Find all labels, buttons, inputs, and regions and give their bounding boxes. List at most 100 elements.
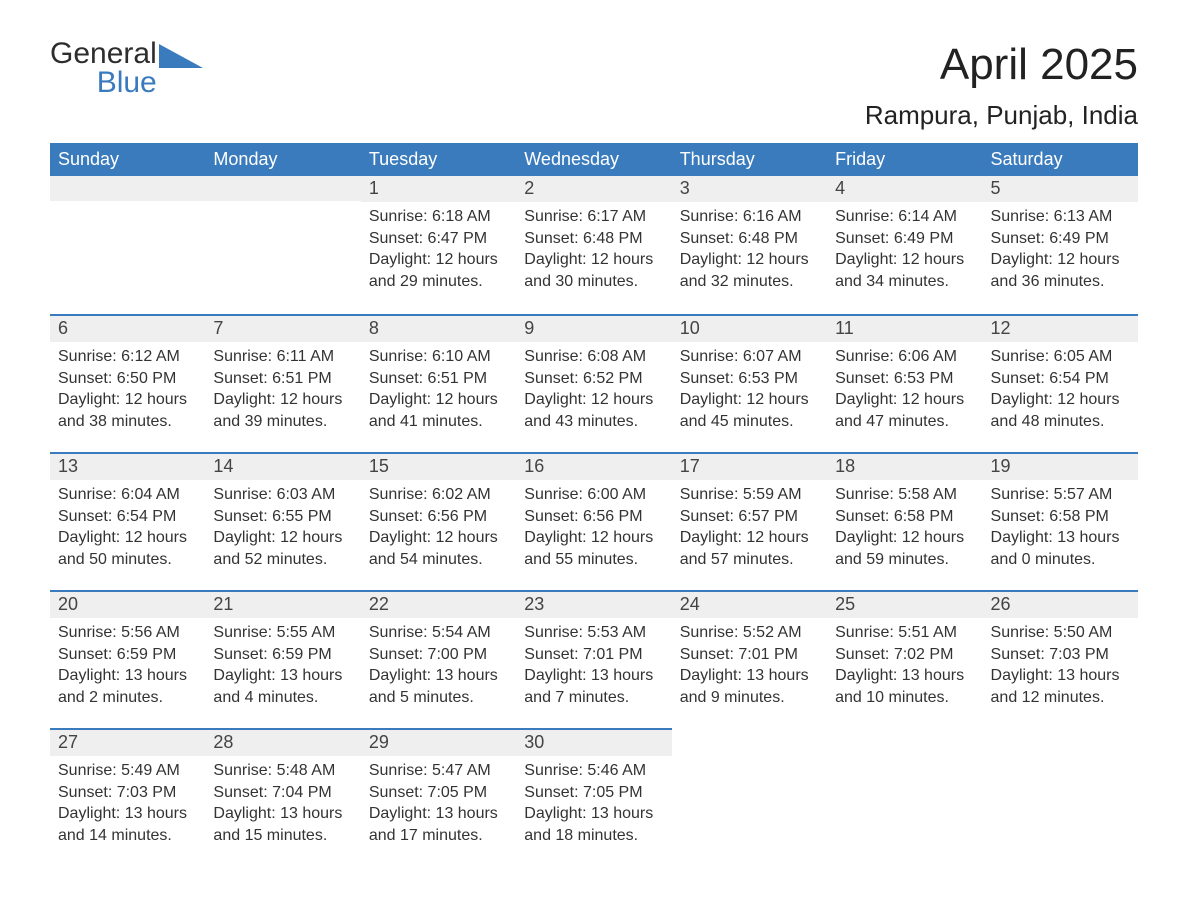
day-day1: Daylight: 13 hours (213, 665, 352, 687)
day-sunset: Sunset: 6:57 PM (680, 506, 819, 528)
calendar-cell: 8Sunrise: 6:10 AMSunset: 6:51 PMDaylight… (361, 314, 516, 452)
day-day2: and 4 minutes. (213, 687, 352, 709)
day-sunrise: Sunrise: 5:51 AM (835, 622, 974, 644)
day-number: 10 (672, 314, 827, 342)
day-number: 22 (361, 590, 516, 618)
day-day1: Daylight: 12 hours (524, 389, 663, 411)
day-sunset: Sunset: 6:50 PM (58, 368, 197, 390)
day-day2: and 17 minutes. (369, 825, 508, 847)
calendar-cell: 13Sunrise: 6:04 AMSunset: 6:54 PMDayligh… (50, 452, 205, 590)
day-body: Sunrise: 5:51 AMSunset: 7:02 PMDaylight:… (827, 618, 982, 714)
day-number: 29 (361, 728, 516, 756)
day-sunrise: Sunrise: 6:10 AM (369, 346, 508, 368)
logo-flag-icon (159, 44, 203, 74)
day-sunrise: Sunrise: 5:59 AM (680, 484, 819, 506)
day-number: 17 (672, 452, 827, 480)
day-sunrise: Sunrise: 5:48 AM (213, 760, 352, 782)
day-sunrise: Sunrise: 5:57 AM (991, 484, 1130, 506)
day-day2: and 50 minutes. (58, 549, 197, 571)
day-day1: Daylight: 12 hours (524, 527, 663, 549)
calendar-cell: 19Sunrise: 5:57 AMSunset: 6:58 PMDayligh… (983, 452, 1138, 590)
col-wednesday: Wednesday (516, 143, 671, 176)
calendar-cell: 30Sunrise: 5:46 AMSunset: 7:05 PMDayligh… (516, 728, 671, 866)
day-number: 9 (516, 314, 671, 342)
day-number: 23 (516, 590, 671, 618)
day-body: Sunrise: 6:07 AMSunset: 6:53 PMDaylight:… (672, 342, 827, 438)
day-day1: Daylight: 13 hours (58, 803, 197, 825)
day-body: Sunrise: 5:58 AMSunset: 6:58 PMDaylight:… (827, 480, 982, 576)
day-number (983, 728, 1138, 753)
calendar-cell: 29Sunrise: 5:47 AMSunset: 7:05 PMDayligh… (361, 728, 516, 866)
day-number (205, 176, 360, 201)
day-number: 16 (516, 452, 671, 480)
col-friday: Friday (827, 143, 982, 176)
day-day1: Daylight: 13 hours (524, 665, 663, 687)
col-thursday: Thursday (672, 143, 827, 176)
calendar-cell: 16Sunrise: 6:00 AMSunset: 6:56 PMDayligh… (516, 452, 671, 590)
day-sunrise: Sunrise: 6:17 AM (524, 206, 663, 228)
day-sunrise: Sunrise: 6:18 AM (369, 206, 508, 228)
day-body: Sunrise: 5:53 AMSunset: 7:01 PMDaylight:… (516, 618, 671, 714)
day-body: Sunrise: 5:50 AMSunset: 7:03 PMDaylight:… (983, 618, 1138, 714)
day-number: 6 (50, 314, 205, 342)
day-number: 27 (50, 728, 205, 756)
day-body: Sunrise: 6:14 AMSunset: 6:49 PMDaylight:… (827, 202, 982, 298)
day-number: 5 (983, 176, 1138, 202)
day-sunset: Sunset: 6:56 PM (369, 506, 508, 528)
day-day1: Daylight: 12 hours (835, 527, 974, 549)
day-sunset: Sunset: 6:56 PM (524, 506, 663, 528)
day-day2: and 52 minutes. (213, 549, 352, 571)
day-day2: and 38 minutes. (58, 411, 197, 433)
page: General Blue April 2025 Rampura, Punjab,… (0, 0, 1188, 896)
day-number: 21 (205, 590, 360, 618)
day-number: 14 (205, 452, 360, 480)
calendar-cell: 1Sunrise: 6:18 AMSunset: 6:47 PMDaylight… (361, 176, 516, 314)
day-sunrise: Sunrise: 5:49 AM (58, 760, 197, 782)
day-sunrise: Sunrise: 5:56 AM (58, 622, 197, 644)
day-day1: Daylight: 12 hours (835, 249, 974, 271)
day-day1: Daylight: 12 hours (991, 249, 1130, 271)
day-sunrise: Sunrise: 5:54 AM (369, 622, 508, 644)
day-day2: and 55 minutes. (524, 549, 663, 571)
day-day2: and 30 minutes. (524, 271, 663, 293)
day-number: 15 (361, 452, 516, 480)
day-sunset: Sunset: 6:51 PM (369, 368, 508, 390)
day-sunset: Sunset: 6:48 PM (680, 228, 819, 250)
day-sunset: Sunset: 6:53 PM (835, 368, 974, 390)
day-body: Sunrise: 6:02 AMSunset: 6:56 PMDaylight:… (361, 480, 516, 576)
day-sunrise: Sunrise: 5:58 AM (835, 484, 974, 506)
calendar-cell: 28Sunrise: 5:48 AMSunset: 7:04 PMDayligh… (205, 728, 360, 866)
day-body: Sunrise: 5:48 AMSunset: 7:04 PMDaylight:… (205, 756, 360, 852)
day-sunrise: Sunrise: 6:04 AM (58, 484, 197, 506)
calendar-week-row: 6Sunrise: 6:12 AMSunset: 6:50 PMDaylight… (50, 314, 1138, 452)
calendar-week-row: 13Sunrise: 6:04 AMSunset: 6:54 PMDayligh… (50, 452, 1138, 590)
calendar-cell: 7Sunrise: 6:11 AMSunset: 6:51 PMDaylight… (205, 314, 360, 452)
day-sunrise: Sunrise: 5:55 AM (213, 622, 352, 644)
day-number: 18 (827, 452, 982, 480)
calendar-cell: 17Sunrise: 5:59 AMSunset: 6:57 PMDayligh… (672, 452, 827, 590)
calendar-cell: 26Sunrise: 5:50 AMSunset: 7:03 PMDayligh… (983, 590, 1138, 728)
day-sunset: Sunset: 7:02 PM (835, 644, 974, 666)
day-body: Sunrise: 6:04 AMSunset: 6:54 PMDaylight:… (50, 480, 205, 576)
day-day1: Daylight: 12 hours (835, 389, 974, 411)
day-day1: Daylight: 13 hours (680, 665, 819, 687)
calendar-cell (50, 176, 205, 314)
calendar-cell: 10Sunrise: 6:07 AMSunset: 6:53 PMDayligh… (672, 314, 827, 452)
day-sunrise: Sunrise: 5:52 AM (680, 622, 819, 644)
day-sunset: Sunset: 6:52 PM (524, 368, 663, 390)
day-number: 24 (672, 590, 827, 618)
day-number: 20 (50, 590, 205, 618)
day-day1: Daylight: 12 hours (369, 249, 508, 271)
day-day1: Daylight: 13 hours (991, 527, 1130, 549)
day-day1: Daylight: 13 hours (58, 665, 197, 687)
day-number: 19 (983, 452, 1138, 480)
day-day2: and 41 minutes. (369, 411, 508, 433)
day-day1: Daylight: 12 hours (680, 389, 819, 411)
logo: General Blue (50, 40, 203, 97)
day-day2: and 2 minutes. (58, 687, 197, 709)
day-sunset: Sunset: 6:54 PM (991, 368, 1130, 390)
day-day2: and 48 minutes. (991, 411, 1130, 433)
day-day2: and 12 minutes. (991, 687, 1130, 709)
day-body: Sunrise: 6:12 AMSunset: 6:50 PMDaylight:… (50, 342, 205, 438)
calendar-table: Sunday Monday Tuesday Wednesday Thursday… (50, 143, 1138, 866)
